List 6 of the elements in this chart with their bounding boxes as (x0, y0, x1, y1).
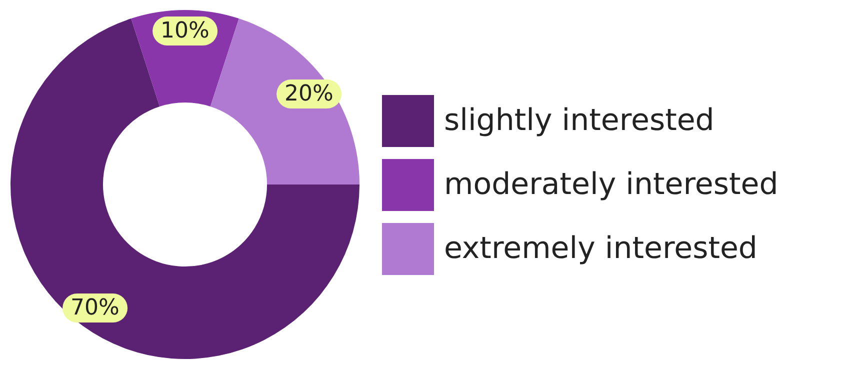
legend-label: extremely interested (444, 231, 758, 266)
data-label: 70% (62, 294, 128, 323)
data-label: 20% (276, 80, 342, 109)
data-label: 10% (152, 16, 218, 46)
legend-label: moderately interested (444, 167, 778, 202)
legend-label: slightly interested (444, 103, 714, 138)
